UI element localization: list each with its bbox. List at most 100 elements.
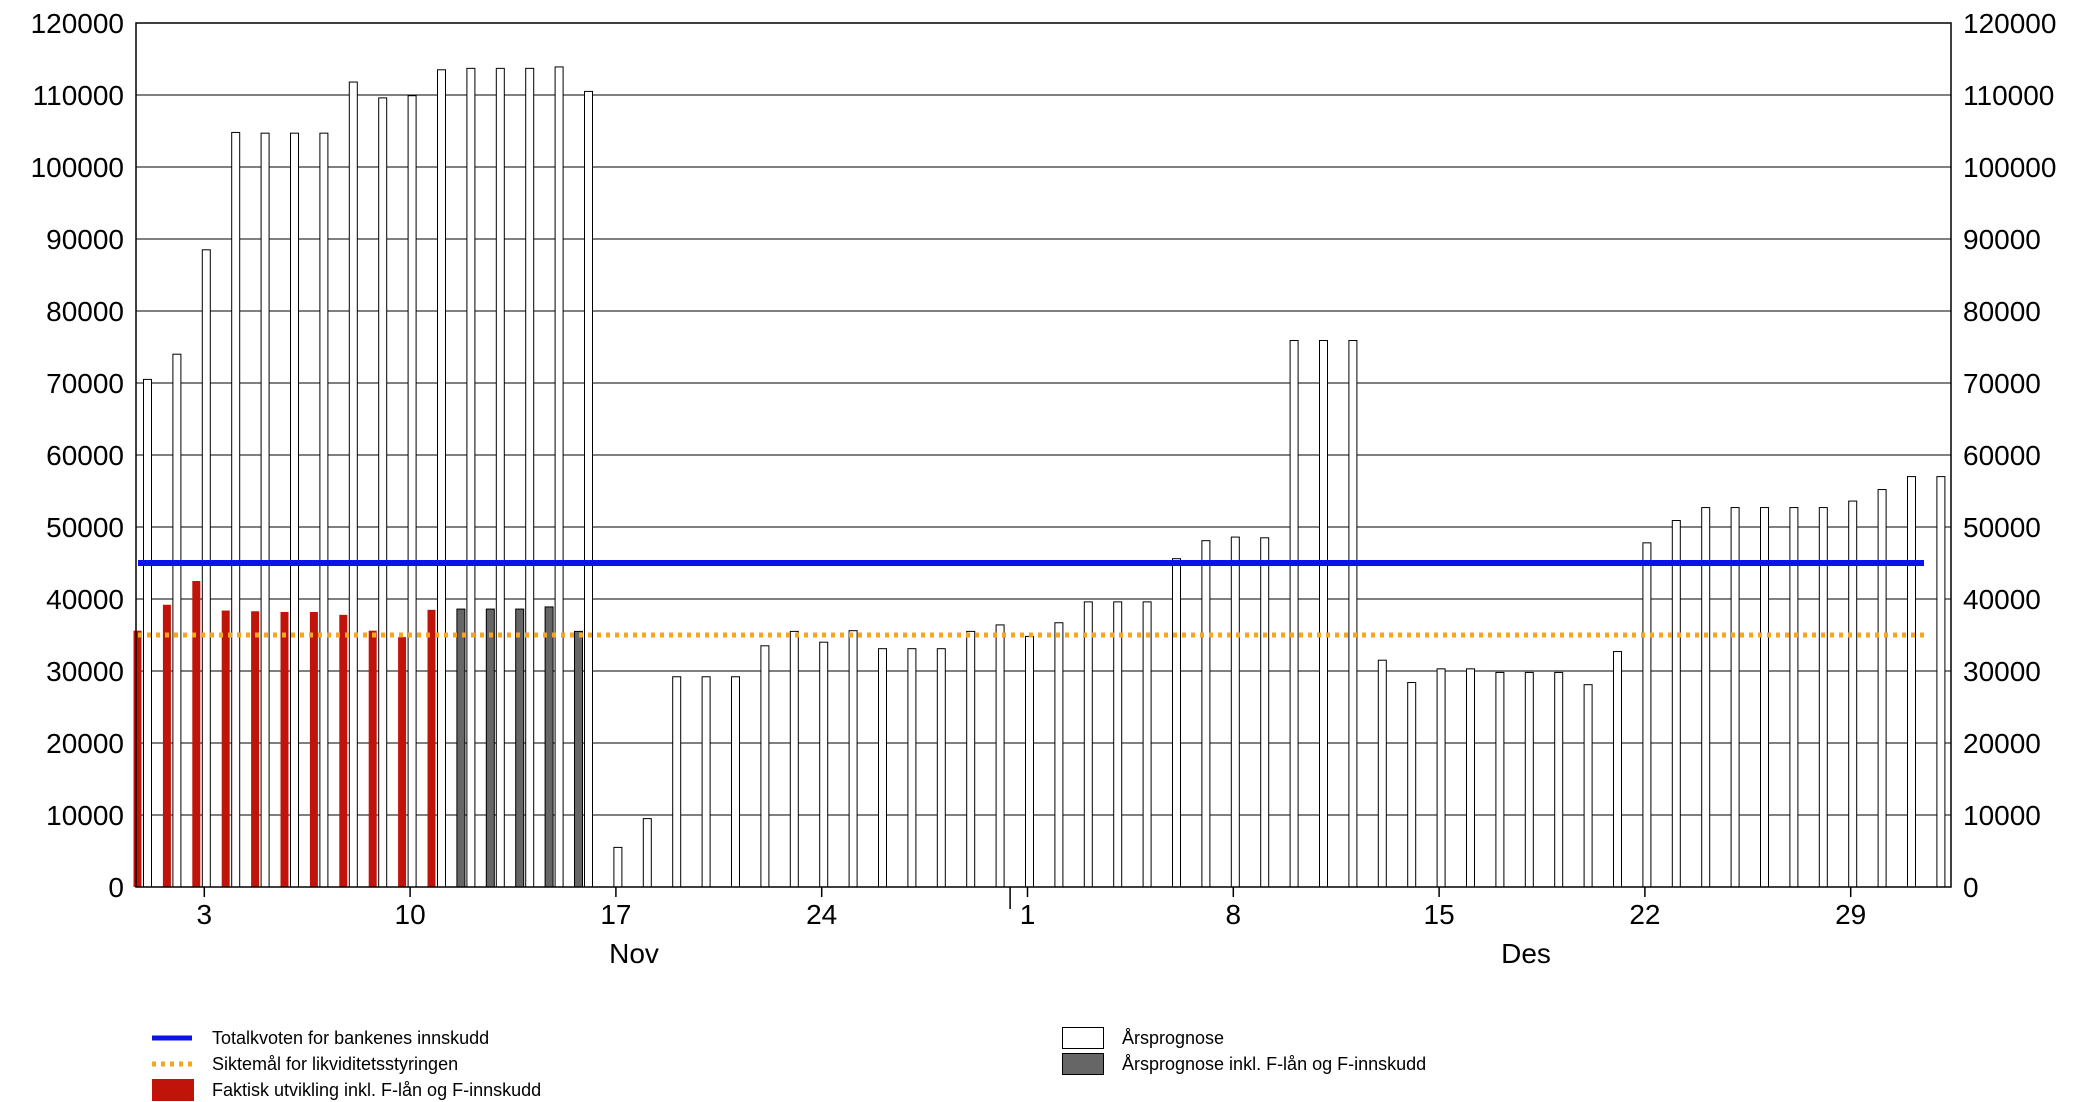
axes — [135, 22, 1952, 909]
bar-forecast — [1583, 684, 1593, 888]
y-tick-label-right: 50000 — [1963, 512, 2041, 543]
bar-forecast-incl — [574, 630, 583, 888]
bar-forecast — [1025, 635, 1034, 888]
y-tick-label-right: 30000 — [1963, 656, 2041, 687]
legend-swatch-red-box — [152, 1079, 194, 1101]
legend-swatch-orange-dotted — [152, 1061, 192, 1067]
bar-forecast — [1377, 659, 1387, 888]
bar-forecast — [1613, 651, 1622, 888]
bar-forecast — [1230, 536, 1240, 888]
y-tick-label-left: 20000 — [46, 728, 124, 759]
bar-forecast — [789, 630, 799, 888]
x-month-label: Nov — [609, 938, 659, 969]
bar-forecast — [407, 95, 417, 888]
bar-forecast — [1936, 476, 1946, 888]
x-tick-label: 24 — [806, 899, 837, 930]
bar-forecast — [731, 676, 740, 888]
bar-forecast — [495, 67, 505, 888]
bar-forecast — [231, 131, 241, 888]
bar-forecast — [878, 648, 887, 888]
y-tick-label-left: 60000 — [46, 440, 124, 471]
bar-actual — [368, 630, 377, 887]
bar-forecast — [1407, 682, 1417, 888]
bar-actual — [427, 609, 436, 887]
bar-forecast — [201, 249, 211, 888]
bar-forecast — [1201, 540, 1211, 888]
bar-forecast — [290, 132, 299, 888]
legend-label-forecast-incl: Årsprognose inkl. F-lån og F-innskudd — [1122, 1054, 1427, 1074]
bar-forecast — [1877, 489, 1887, 888]
tick-labels: 0 0 10000 10000 20000 20000 30000 30000 40000 400… — [31, 8, 2057, 969]
bar-forecast — [1113, 601, 1123, 888]
bar-forecast — [1260, 537, 1270, 888]
y-tick-label-right: 40000 — [1963, 584, 2041, 615]
bar-forecast — [466, 67, 476, 888]
bar-forecast — [701, 676, 711, 888]
bar-forecast — [819, 641, 829, 888]
bar-forecast — [995, 624, 1005, 888]
bar-forecast — [1907, 476, 1916, 888]
legend-label-actual: Faktisk utvikling inkl. F-lån og F-innsk… — [212, 1080, 542, 1100]
x-tick-label: 17 — [600, 899, 631, 930]
x-tick-label: 15 — [1424, 899, 1455, 930]
y-tick-label-right: 120000 — [1963, 8, 2056, 39]
x-tick-label: 3 — [197, 899, 213, 930]
bar-forecast — [1671, 520, 1681, 888]
bar-actual — [398, 637, 407, 887]
bar-forecast — [554, 66, 564, 888]
y-tick-label-left: 70000 — [46, 368, 124, 399]
y-tick-label-right: 70000 — [1963, 368, 2041, 399]
bar-forecast-incl — [544, 606, 554, 888]
y-tick-label-left: 120000 — [31, 8, 124, 39]
legend-label-total-quota: Totalkvoten for bankenes innskudd — [212, 1028, 490, 1048]
bar-forecast — [1289, 340, 1299, 888]
bar-forecast — [936, 648, 946, 888]
y-tick-label-right: 0 — [1963, 872, 1979, 903]
y-tick-label-right: 10000 — [1963, 800, 2041, 831]
y-tick-label-left: 50000 — [46, 512, 124, 543]
bar-forecast-incl — [456, 608, 466, 888]
bar-forecast — [1054, 622, 1064, 888]
x-tick-label: 8 — [1226, 899, 1242, 930]
bar-forecast — [1172, 558, 1181, 888]
legend-label-forecast: Årsprognose — [1122, 1028, 1225, 1048]
bar-forecast — [613, 846, 623, 888]
bar-forecast — [760, 645, 770, 888]
bar-forecast — [642, 818, 652, 888]
plot-frame — [135, 22, 1952, 888]
x-tick-label: 1 — [1020, 899, 1036, 930]
bar-forecast — [172, 353, 182, 888]
bar-forecast — [1642, 542, 1652, 888]
x-tick-label: 29 — [1835, 899, 1866, 930]
y-tick-label-left: 80000 — [46, 296, 124, 327]
bar-forecast — [1319, 340, 1328, 888]
y-tick-label-left: 30000 — [46, 656, 124, 687]
bar-forecast — [319, 132, 329, 888]
bars — [133, 66, 1946, 888]
bar-forecast — [672, 676, 682, 888]
y-tick-label-right: 100000 — [1963, 152, 2056, 183]
bar-actual — [192, 581, 201, 887]
x-tick-label: 10 — [395, 899, 426, 930]
bar-actual — [133, 630, 142, 887]
y-tick-label-right: 20000 — [1963, 728, 2041, 759]
bar-forecast — [260, 132, 270, 888]
bar-forecast — [348, 81, 358, 888]
bar-forecast-incl — [485, 608, 495, 888]
bar-actual — [280, 611, 289, 887]
bar-forecast — [1142, 601, 1152, 888]
bar-forecast — [525, 67, 535, 888]
bar-forecast — [1083, 601, 1093, 888]
y-tick-label-left: 0 — [108, 872, 124, 903]
y-tick-label-right: 110000 — [1963, 80, 2054, 111]
x-tick-label: 22 — [1629, 899, 1660, 930]
bar-forecast — [1436, 668, 1446, 888]
bar-forecast — [966, 630, 976, 888]
legend-swatch-blue-line — [152, 1035, 192, 1041]
legend-swatch-white-box — [1062, 1027, 1104, 1049]
legend-swatch-grey-box — [1062, 1053, 1104, 1075]
bar-actual — [339, 614, 348, 887]
bar-forecast — [1495, 671, 1505, 888]
bar-actual — [221, 610, 230, 887]
reference-lines — [138, 560, 1924, 638]
